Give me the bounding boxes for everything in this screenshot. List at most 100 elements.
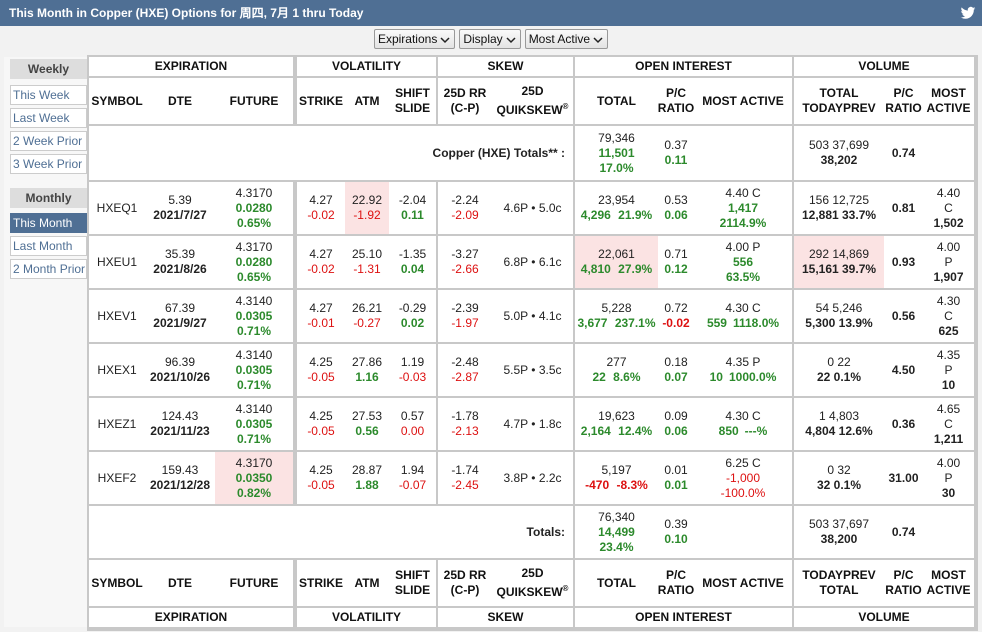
volume-today-prev: 0 32 [827,463,851,477]
volume-total-share: 32 0.1% [816,478,862,492]
row-vol-most-active: 4.00 P 30 [923,452,974,504]
row-oi-most-active: 4.00 P 556 63.5% [694,236,792,288]
section-title: VOLATILITY [331,610,402,624]
vol-most-strike: 4.65 [936,401,961,416]
row-oi-total: 23,954 4,296 21.9% [575,182,658,234]
vol-most-volume: 1,502 [933,215,964,230]
column-header: PREV [843,568,876,582]
pc-ratio: 0.18 [664,355,688,369]
oi-percent: 27.9% [614,262,653,276]
expirations-label: Expirations [377,32,438,46]
twitter-icon[interactable] [960,5,976,21]
atm-vol: 26.21 [351,301,383,315]
oi-percent: 21.9% [614,208,653,222]
column-header: P/C RATIO [658,568,694,597]
future-price: 4.3170 [235,239,273,254]
volume-total-share: 4,804 12.6% [805,424,873,438]
risk-reversal: -1.78 [451,409,479,423]
future-change: 0.0280 [235,200,273,215]
column-header: DTE [168,575,192,590]
most-active-percent: ---% [744,424,768,438]
symbol: HXEF2 [97,470,137,485]
registered-mark: ® [562,102,569,111]
column-header: SYMBOL [91,575,143,590]
chevron-down-icon [440,37,450,43]
row-oi-total: 22,061 4,810 27.9% [575,236,658,288]
column-header: FUTURE [229,575,279,590]
section-title: OPEN INTEREST [635,610,732,624]
display-dropdown[interactable]: Display [459,29,521,49]
top-col-25d-quikskew: 25D QUIKSKEW® [492,78,573,124]
oi-change-line: 4,810 27.9% [581,262,652,277]
bottom-section-expiration: EXPIRATION [89,608,293,627]
vol-most-type: P [944,254,953,269]
vol-most-type: C [944,416,953,431]
future-percent: 0.82% [236,485,272,500]
top-section-skew: SKEW [438,57,573,76]
row-shift-slide: -2.04 0.11 [389,182,436,234]
row-atm: 28.87 1.88 [345,452,389,504]
row-dte: 124.43 2021/11/23 [145,398,215,450]
nav-2-week-prior[interactable]: 2 Week Prior [10,131,87,151]
oi-percent: 8.6% [609,370,641,384]
row-atm: 27.53 0.56 [345,398,389,450]
future-percent: 0.65% [236,215,272,230]
oi-change: 11,501 [598,145,635,160]
top-totals-pc: 0.37 0.11 [658,126,694,180]
oi-change-line: -470 -8.3% [585,478,648,493]
nav-last-week[interactable]: Last Week [10,108,87,128]
nav-this-week[interactable]: This Week [10,85,87,105]
expiration-date: 2021/7/27 [153,208,207,222]
nav-2-month-prior[interactable]: 2 Month Prior [10,259,87,279]
row-quikskew: 4.7P • 1.8c [492,398,573,450]
top-section-volume: VOLUME [794,57,974,76]
period-sidebar: Weekly This Week Last Week 2 Week Prior … [4,57,87,627]
volume-pc-ratio: 4.50 [891,362,916,377]
shift-change: 0.04 [400,262,425,276]
top-col-25d-rr: 25D RR (C-P) [438,78,492,124]
column-header: TOTAL [819,86,859,100]
column-header: ATM [354,575,380,590]
row-strike: 4.25 -0.05 [297,398,345,450]
oi-percent: 237.1% [611,316,656,330]
nav-3-week-prior[interactable]: 3 Week Prior [10,154,87,174]
nav-last-month[interactable]: Last Month [10,236,87,256]
strike-change: -0.01 [307,316,335,330]
risk-reversal: -3.27 [451,247,479,261]
column-header: TODAY [802,101,843,115]
expirations-dropdown[interactable]: Expirations [373,29,456,49]
most-active-change: 556 [732,254,754,269]
column-header: DTE [168,93,192,108]
strike: 4.25 [309,409,333,423]
top-totals-vol-most [923,126,974,180]
shift-change: 0.00 [400,424,425,438]
section-title: OPEN INTEREST [635,59,732,73]
pc-ratio: 0.72 [664,301,688,315]
bottom-col-oi-pc: P/C RATIO [658,560,694,606]
row-volume: 0 22 22 0.1% [794,344,884,396]
bottom-col-dte: DTE [145,560,215,606]
quikskew: 3.8P • 2.2c [503,470,562,485]
future-change: 0.0350 [235,470,273,485]
volume-pc-ratio: 0.74 [891,145,916,160]
most-active-dropdown[interactable]: Most Active [524,29,609,49]
row-future: 4.3170 0.0280 0.65% [215,182,293,234]
pc-ratio: 0.71 [664,247,688,261]
row-shift-slide: -1.35 0.04 [389,236,436,288]
totals-label: Totals: [526,524,565,539]
row-dte: 35.39 2021/8/26 [145,236,215,288]
pc-change: -0.02 [662,316,690,330]
nav-this-month[interactable]: This Month [10,213,87,233]
chevron-down-icon [593,37,603,43]
row-dte: 96.39 2021/10/26 [145,344,215,396]
row-future: 4.3170 0.0280 0.65% [215,236,293,288]
oi-change-line: 3,677 237.1% [577,316,655,331]
bottom-col-oi-total: TOTAL [575,560,658,606]
section-title: EXPIRATION [154,59,228,73]
strike: 4.27 [309,247,333,261]
atm-change: -0.27 [353,316,381,330]
most-active-percent: 63.5% [725,269,761,284]
future-price: 4.3140 [235,347,273,362]
symbol: HXEV1 [97,308,137,323]
vol-most-volume: 10 [941,377,956,392]
